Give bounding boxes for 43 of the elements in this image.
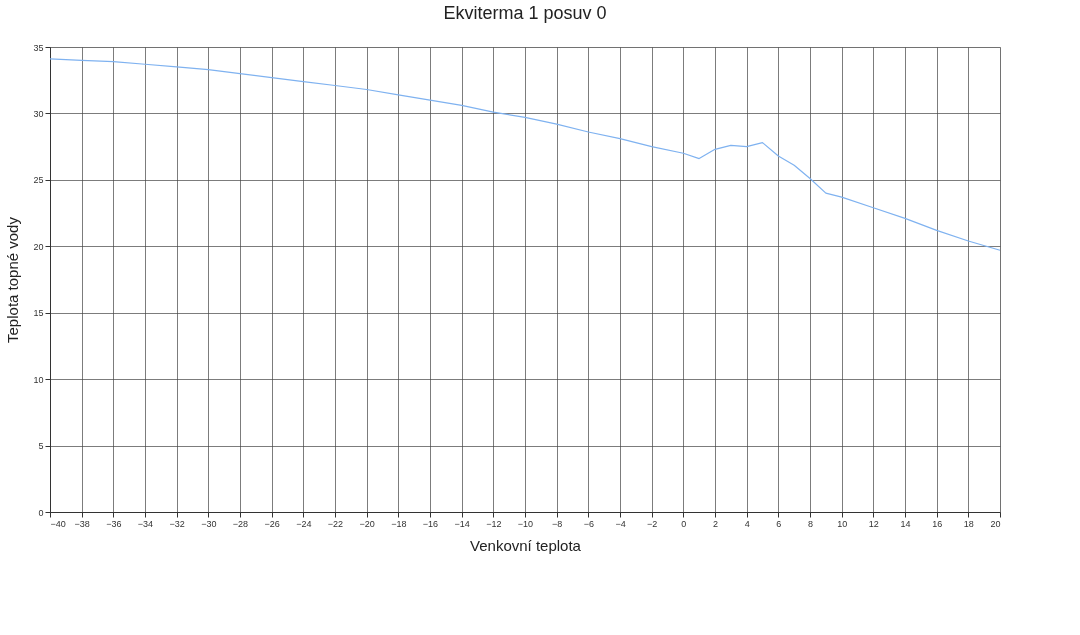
line-series <box>49 58 1001 251</box>
x-tick-label: 16 <box>932 518 943 529</box>
y-tick-label: 5 <box>38 441 44 452</box>
x-tick-label: −22 <box>327 518 344 529</box>
y-tick-label: 15 <box>33 308 44 319</box>
x-tick-label: −20 <box>359 518 375 529</box>
x-tick-label: 2 <box>712 518 719 529</box>
x-tick-label: −38 <box>74 518 90 529</box>
x-tick-label: 14 <box>900 518 911 529</box>
x-tick-label: 12 <box>868 518 879 529</box>
x-tick-label: −26 <box>264 518 280 529</box>
x-tick-label: −2 <box>647 518 658 529</box>
x-tick-label: −16 <box>422 518 439 529</box>
y-tick-label: 30 <box>33 108 44 119</box>
chart-title: Ekviterma 1 posuv 0 <box>443 3 607 23</box>
x-tick-label: −14 <box>454 518 470 529</box>
y-tick-label: 35 <box>33 42 44 53</box>
x-axis-title: Venkovní teplota <box>470 536 582 554</box>
x-tick-label: −32 <box>169 518 185 529</box>
x-tick-label: −24 <box>296 518 312 529</box>
y-tick-label: 0 <box>38 507 44 518</box>
x-tick-label: 4 <box>744 518 750 529</box>
x-tick-label: 6 <box>776 518 782 529</box>
x-tick-label: 18 <box>963 518 974 529</box>
x-tick-label: −30 <box>201 518 217 529</box>
x-tick-label: −6 <box>583 518 594 529</box>
x-tick-label: 10 <box>837 518 848 529</box>
x-tick-label: −8 <box>552 518 563 529</box>
y-tick-label: 20 <box>33 241 44 252</box>
x-tick-label: 0 <box>681 518 687 529</box>
x-tick-label: 8 <box>807 518 814 529</box>
x-tick-label: −12 <box>486 518 502 529</box>
y-tick-label: 10 <box>33 374 44 385</box>
x-tick-label: −10 <box>517 518 534 529</box>
y-tick-label: 25 <box>33 175 44 186</box>
x-tick-label: −4 <box>615 518 626 529</box>
x-tick-label: −28 <box>232 518 249 529</box>
x-tick-label: −40 <box>50 518 66 529</box>
x-tick-label: −36 <box>106 518 122 529</box>
x-tick-label: −34 <box>137 518 154 529</box>
x-tick-label: 20 <box>990 518 1001 529</box>
y-axis-title: Teplota topné vody <box>4 216 22 343</box>
x-tick-label: −18 <box>391 518 407 529</box>
